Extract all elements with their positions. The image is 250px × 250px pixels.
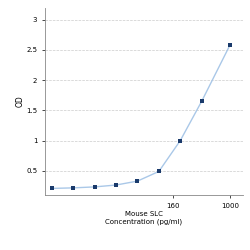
Point [136, 179, 140, 183]
Point [114, 183, 118, 187]
Point [50, 186, 54, 190]
X-axis label: Mouse SLC
Concentration (pg/ml): Mouse SLC Concentration (pg/ml) [105, 212, 182, 225]
Point [157, 170, 161, 173]
Y-axis label: OD: OD [16, 95, 25, 107]
Point [200, 99, 204, 103]
Point [71, 186, 75, 190]
Point [93, 185, 97, 189]
Point [228, 43, 232, 47]
Point [178, 138, 182, 142]
